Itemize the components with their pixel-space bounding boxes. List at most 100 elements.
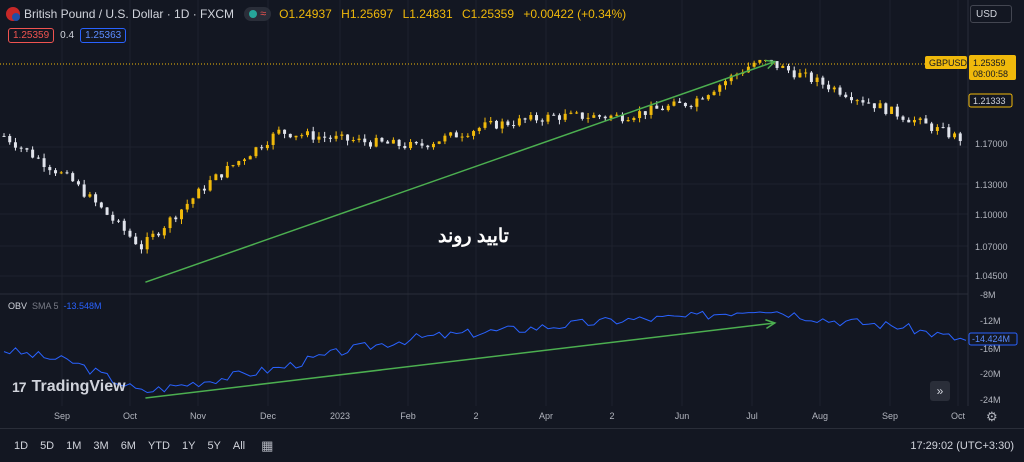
market-open-icon: [249, 10, 258, 18]
candle-body: [346, 134, 350, 141]
candle-body: [31, 149, 35, 158]
candle-body: [569, 112, 573, 114]
candle-body: [729, 75, 733, 82]
range-1d[interactable]: 1D: [14, 439, 29, 452]
candle-body: [540, 120, 544, 122]
range-6m[interactable]: 6M: [120, 439, 136, 452]
candle-body: [2, 135, 6, 137]
candle-body: [918, 118, 922, 120]
candle-body: [197, 188, 201, 199]
obv-scale[interactable]: -8M -12M -16M -20M -24M -14.424M: [968, 290, 1018, 405]
obv-name: OBV: [8, 301, 28, 311]
time-tick: Feb: [400, 411, 416, 421]
candle-body: [185, 203, 189, 210]
candle-body: [557, 115, 561, 120]
candle-body: [775, 61, 779, 68]
candle-body: [311, 131, 315, 140]
sell-button[interactable]: 1.25359: [8, 28, 55, 43]
gear-icon[interactable]: ⚙: [986, 409, 998, 424]
candle-body: [867, 102, 871, 104]
candle-body: [832, 87, 836, 90]
symbol-title[interactable]: British Pound / U.S. Dollar · 1D · FXCM: [24, 7, 235, 21]
clock-timezone[interactable]: 17:29:02 (UTC+3:30): [910, 439, 1014, 452]
market-status-badge[interactable]: ≈: [244, 7, 272, 21]
range-3m[interactable]: 3M: [93, 439, 109, 452]
range-1y[interactable]: 1Y: [181, 439, 196, 452]
candle-body: [426, 145, 430, 148]
candle-body: [19, 147, 23, 149]
obv-tick: -16M: [980, 344, 1001, 354]
candle-body: [76, 181, 80, 185]
range-ytd[interactable]: YTD: [147, 439, 170, 452]
candle-body: [225, 165, 229, 178]
range-5d[interactable]: 5D: [40, 439, 55, 452]
candle-body: [609, 115, 613, 119]
candle-body: [305, 131, 309, 136]
candle-body: [827, 84, 831, 90]
candle-body: [953, 133, 957, 138]
candle-body: [82, 184, 86, 197]
candle-body: [237, 161, 241, 166]
obv-trend-arrow-head: [765, 319, 777, 330]
candle-body: [746, 66, 750, 73]
candle-body: [265, 144, 269, 149]
candlestick-series: [2, 59, 962, 254]
candle-body: [844, 94, 848, 98]
candle-body: [180, 209, 184, 220]
time-tick: 2023: [330, 411, 350, 421]
candle-body: [25, 148, 29, 150]
obv-trend-arrow[interactable]: [145, 322, 775, 399]
range-1m[interactable]: 1M: [66, 439, 82, 452]
candle-body: [386, 141, 390, 144]
candle-body: [592, 115, 596, 118]
time-tick: Sep: [54, 411, 70, 421]
candle-body: [620, 114, 624, 122]
buy-button[interactable]: 1.25363: [80, 28, 127, 43]
obv-legend[interactable]: OBV SMA 5 -13.548M: [8, 301, 102, 311]
tradingview-logo[interactable]: 17 TradingView: [12, 378, 126, 396]
candle-body: [88, 194, 92, 197]
time-tick: Oct: [123, 411, 138, 421]
candle-body: [815, 77, 819, 82]
candle-body: [907, 119, 911, 123]
price-trend-arrow[interactable]: [145, 60, 776, 283]
trend-annotations: [145, 59, 777, 399]
candle-body: [472, 131, 476, 136]
candle-body: [958, 133, 962, 142]
scroll-to-realtime-button[interactable]: »: [930, 381, 950, 401]
candle-body: [752, 62, 756, 67]
range-all[interactable]: All: [232, 439, 246, 452]
spread-value: 0.4: [60, 30, 75, 41]
candle-body: [884, 103, 888, 114]
candle-body: [59, 172, 63, 174]
ohlc-high: H1.25697: [341, 7, 394, 21]
candle-body: [36, 157, 40, 159]
candle-body: [689, 106, 693, 108]
chart-canvas[interactable]: 1.17000 1.13000 1.10000 1.07000 1.04500 …: [0, 0, 1024, 428]
candle-body: [506, 121, 510, 126]
price-marker-value: 1.21333: [973, 96, 1006, 106]
candle-body: [254, 147, 258, 157]
currency-button[interactable]: USD: [970, 5, 1012, 23]
obv-value: -13.548M: [63, 301, 102, 311]
chart-grid: [0, 0, 968, 406]
candle-body: [517, 118, 521, 126]
ohlc-values: O1.24937 H1.25697 L1.24831 C1.25359 +0.0…: [279, 7, 626, 21]
candle-body: [552, 114, 556, 116]
candle-body: [500, 121, 504, 129]
range-5y[interactable]: 5Y: [207, 439, 221, 452]
candle-body: [615, 114, 619, 116]
calendar-icon[interactable]: ▦: [261, 437, 274, 453]
price-tick: 1.17000: [975, 139, 1008, 149]
symbol-header[interactable]: British Pound / U.S. Dollar · 1D · FXCM …: [6, 5, 626, 23]
candle-body: [117, 220, 121, 222]
candle-body: [8, 136, 12, 143]
candle-body: [202, 188, 206, 191]
candle-body: [409, 142, 413, 149]
time-axis[interactable]: Sep Oct Nov Dec 2023 Feb 2 Apr 2 Jun Jul Aug Sep Oct: [54, 411, 966, 421]
candle-body: [895, 106, 899, 117]
time-tick: 2: [473, 411, 478, 421]
bottom-toolbar: 1D 5D 1M 3M 6M YTD 1Y 5Y All ▦ 17:29:02 …: [0, 428, 1024, 462]
candle-body: [603, 116, 607, 119]
price-scale[interactable]: 1.17000 1.13000 1.10000 1.07000 1.04500 …: [925, 55, 1016, 281]
